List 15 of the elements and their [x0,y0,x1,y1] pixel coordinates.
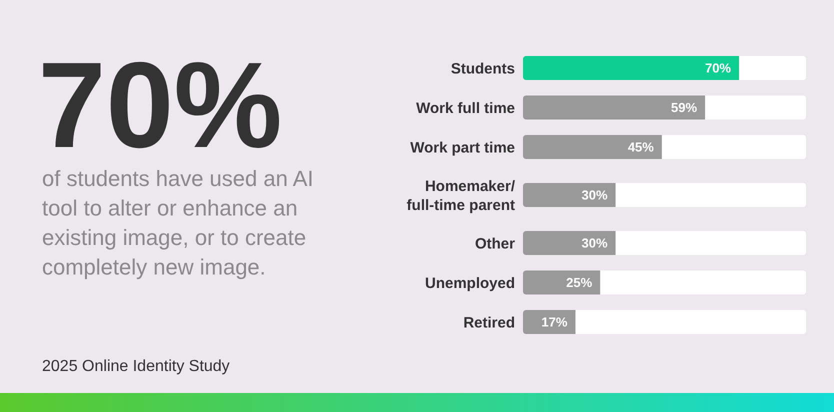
data-label: 17% [541,314,568,330]
data-label: 45% [628,140,654,154]
data-label: 30% [582,188,608,202]
data-label: 59% [671,100,698,115]
y-tick-label: Work full time [416,100,515,117]
data-label: 70% [704,60,732,76]
y-tick-label: Homemaker/ full-time parent [406,178,516,214]
text: 2025 Online Identity Study [42,358,230,375]
data-label: 30% [582,236,608,250]
y-tick-label: Other [474,236,516,252]
data-label: 25% [566,275,593,290]
y-tick-label: Students [450,60,515,78]
y-tick-label: Work part time [410,140,515,156]
y-tick-label: Unemployed [424,275,515,292]
y-tick-label: Retired [463,314,515,332]
